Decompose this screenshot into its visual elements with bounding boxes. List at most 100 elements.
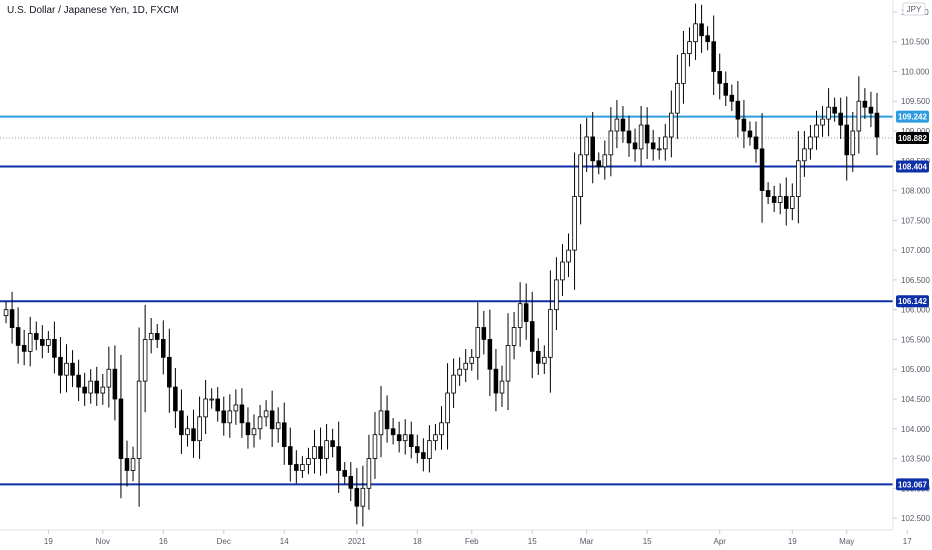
last-price-badge bbox=[896, 132, 929, 145]
horizontal-lines bbox=[0, 115, 893, 486]
candle-body bbox=[771, 196, 777, 203]
candle-body bbox=[263, 410, 269, 418]
candle bbox=[656, 136, 662, 160]
candle-body bbox=[294, 464, 299, 471]
candle bbox=[856, 76, 862, 154]
candle bbox=[130, 446, 136, 482]
candle bbox=[106, 346, 112, 408]
candle bbox=[336, 421, 341, 493]
x-tick-label: 15 bbox=[528, 537, 537, 546]
candle-body bbox=[112, 368, 118, 400]
candle bbox=[796, 131, 801, 224]
candle bbox=[705, 26, 710, 51]
candle-body bbox=[348, 476, 354, 489]
x-tick-label: 19 bbox=[788, 537, 797, 546]
candle bbox=[324, 424, 329, 474]
candle-body bbox=[783, 196, 789, 209]
y-tick-label: 110.000 bbox=[901, 67, 930, 76]
candle-body bbox=[862, 100, 868, 108]
candle bbox=[777, 183, 783, 215]
candle bbox=[529, 291, 535, 379]
candle-body bbox=[808, 136, 813, 150]
candle bbox=[790, 183, 795, 221]
candle-body bbox=[463, 362, 468, 370]
candle bbox=[669, 90, 674, 158]
candle-body bbox=[421, 452, 426, 459]
candle bbox=[197, 396, 202, 459]
candle-body bbox=[281, 422, 287, 448]
candle-body bbox=[777, 196, 783, 203]
candle-body bbox=[669, 112, 674, 138]
x-tick-label: Mar bbox=[580, 537, 594, 546]
candle-body bbox=[826, 106, 831, 120]
candle-body bbox=[687, 41, 692, 54]
candle-body bbox=[663, 136, 668, 150]
candle-body bbox=[215, 398, 220, 412]
candle bbox=[747, 121, 753, 146]
candle-body bbox=[469, 356, 475, 364]
candle-body bbox=[759, 148, 765, 191]
candle-body bbox=[802, 148, 807, 162]
candle bbox=[312, 429, 317, 474]
candle-body bbox=[796, 160, 801, 197]
candle bbox=[179, 389, 184, 455]
y-tick-label: 104.000 bbox=[901, 425, 930, 434]
candle bbox=[584, 117, 589, 172]
price-line-badge bbox=[896, 160, 929, 173]
candle-body bbox=[167, 356, 172, 388]
candle bbox=[487, 309, 493, 397]
candle-body bbox=[820, 118, 825, 126]
price-line-badge bbox=[896, 110, 929, 123]
candle-body bbox=[560, 261, 565, 281]
candle-body bbox=[27, 333, 33, 352]
currency-badge-label: JPY bbox=[907, 5, 922, 14]
candle bbox=[675, 54, 680, 139]
candle-body bbox=[614, 118, 620, 132]
candle bbox=[711, 15, 716, 96]
candle-body bbox=[221, 410, 227, 424]
candle bbox=[741, 100, 747, 149]
candle bbox=[608, 107, 614, 177]
candle-body bbox=[523, 303, 529, 322]
candle bbox=[572, 152, 577, 290]
candle-body bbox=[814, 124, 819, 138]
candle-body bbox=[650, 142, 656, 150]
candle bbox=[52, 321, 57, 374]
candle bbox=[463, 348, 468, 383]
currency-badge[interactable]: JPY bbox=[902, 2, 926, 16]
candle-body bbox=[868, 106, 874, 114]
candle-body bbox=[554, 279, 559, 311]
candle bbox=[396, 421, 402, 453]
candle bbox=[330, 428, 335, 458]
candle-body bbox=[487, 339, 493, 370]
candle bbox=[64, 344, 69, 393]
candle-body bbox=[257, 416, 263, 430]
price-line-badge-label: 106.142 bbox=[898, 297, 927, 306]
candle-body bbox=[197, 416, 202, 442]
candle bbox=[626, 115, 632, 157]
candle bbox=[372, 412, 378, 479]
candle-body bbox=[106, 368, 112, 388]
candle bbox=[88, 369, 93, 404]
candle bbox=[542, 345, 547, 374]
candle-body bbox=[874, 112, 880, 138]
candle bbox=[493, 348, 499, 412]
candle-body bbox=[239, 404, 245, 424]
candle-body bbox=[76, 374, 81, 388]
candle-body bbox=[499, 380, 505, 394]
candle-body bbox=[427, 440, 432, 459]
candle-body bbox=[856, 100, 862, 132]
candle-body bbox=[9, 309, 15, 328]
candle bbox=[844, 96, 850, 181]
candle-body bbox=[644, 124, 650, 144]
candle-body bbox=[318, 446, 323, 459]
candle bbox=[808, 125, 813, 160]
candle bbox=[21, 329, 27, 366]
candle bbox=[590, 111, 595, 184]
candle bbox=[46, 331, 51, 353]
candle-body bbox=[433, 434, 438, 442]
x-tick-label: 18 bbox=[413, 537, 422, 546]
candle-body bbox=[390, 428, 396, 436]
candle bbox=[342, 462, 348, 484]
